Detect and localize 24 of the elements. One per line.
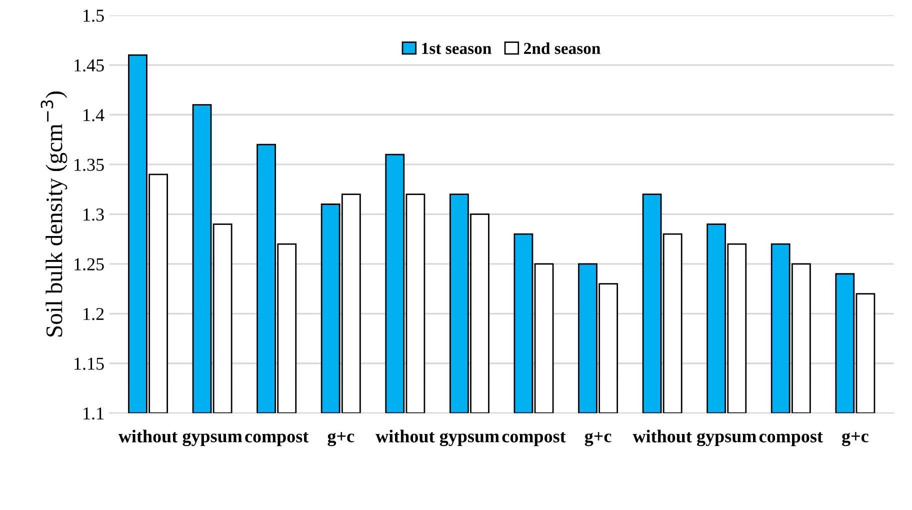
x-tick-label: g+c <box>328 432 354 446</box>
legend-label: 1st season <box>422 42 492 54</box>
y-tick-label: 1.25 <box>74 258 104 270</box>
y-tick-label: 1.4 <box>84 109 104 122</box>
y-tick-label: 1.1 <box>84 407 104 420</box>
y-tick-label: 1.35 <box>74 158 104 171</box>
x-tick-label: compost <box>502 432 566 446</box>
y-tick-label: 1.5 <box>84 10 104 22</box>
legend-label: 2nd season <box>524 42 600 54</box>
y-tick-label: 1.2 <box>84 308 104 320</box>
x-tick-label: g+c <box>842 432 868 446</box>
x-tick-label: compost <box>245 432 309 446</box>
y-axis-title: Soil bulk density (gcm$^{−3}$) <box>40 92 68 336</box>
x-tick-label: g+c <box>584 432 612 446</box>
x-tick-label: without <box>376 430 435 443</box>
y-tick-label: 1.15 <box>74 358 104 370</box>
y-tick-label: 1.45 <box>74 59 104 72</box>
x-tick-label: gypsum <box>182 432 242 446</box>
y-tick-label: 1.3 <box>84 208 104 221</box>
x-tick-label: without <box>118 430 178 443</box>
x-tick-label: without <box>632 430 692 443</box>
x-tick-label: gypsum <box>696 432 756 446</box>
x-tick-label: gypsum <box>440 432 500 446</box>
x-tick-label: compost <box>759 432 823 446</box>
